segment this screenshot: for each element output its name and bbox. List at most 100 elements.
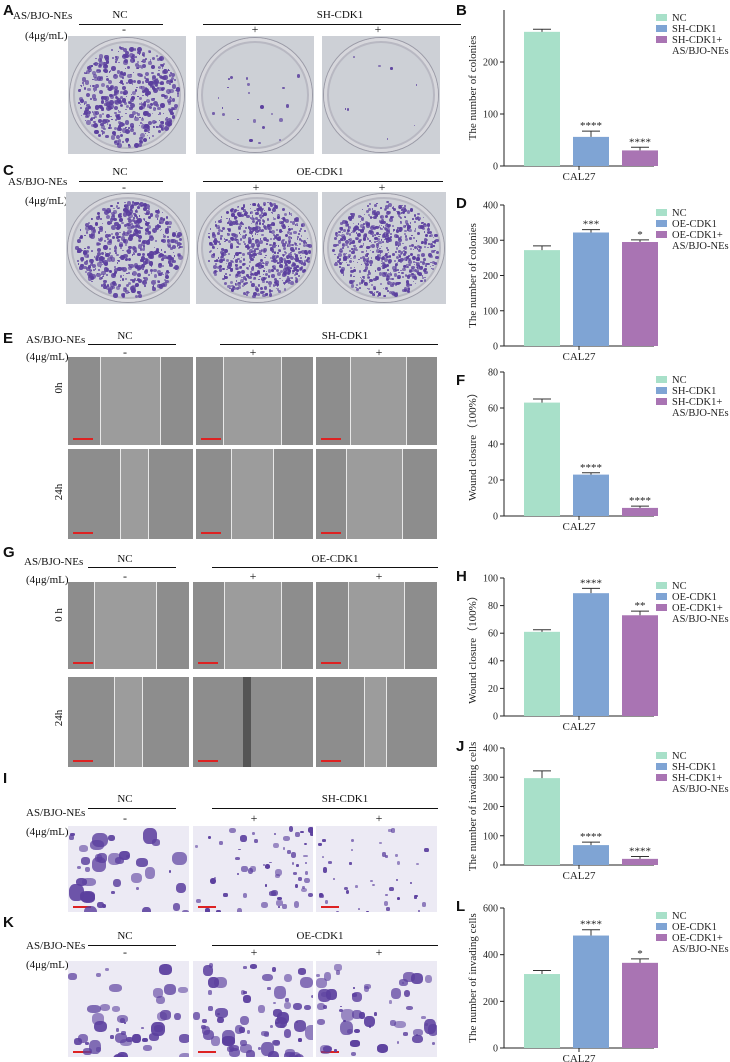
colony-dot <box>400 221 403 224</box>
colony-dot <box>387 268 390 271</box>
colony-dot <box>378 256 382 260</box>
colony-dot <box>395 243 398 247</box>
colony-dot <box>393 268 398 273</box>
colony-dot <box>259 214 261 217</box>
colony-dot <box>265 293 268 296</box>
colony-dot <box>351 215 355 219</box>
colony-dot <box>132 252 135 254</box>
colony-dot <box>95 258 99 261</box>
colony-dot <box>166 239 171 243</box>
colony-dot <box>264 226 267 229</box>
cell-blob <box>142 1037 148 1043</box>
colony-dot <box>288 260 292 264</box>
colony-dot <box>136 252 141 257</box>
colony-dot <box>139 86 143 90</box>
colony-dot <box>143 89 147 93</box>
colony-dot <box>142 90 145 93</box>
colony-dot <box>122 230 126 234</box>
colony-dot <box>256 221 259 224</box>
cell-blob <box>265 884 268 887</box>
colony-dot <box>125 258 128 261</box>
colony-dot <box>283 281 286 285</box>
colony-dot <box>95 268 97 270</box>
colony-dot <box>244 282 248 286</box>
colony-dot <box>109 70 112 73</box>
colony-dot <box>245 244 249 249</box>
colony-dot <box>366 255 369 257</box>
legend-label: SH-CDK1 <box>672 762 716 773</box>
colony-dot <box>362 229 365 232</box>
colony-dot <box>117 259 121 263</box>
colony-dot <box>180 243 182 245</box>
colony-dot <box>254 216 259 221</box>
cell-blob <box>97 902 104 909</box>
colony-dot <box>224 240 226 243</box>
y-tick-label: 200 <box>483 271 498 282</box>
colony-dot <box>171 84 177 89</box>
colony-dot <box>141 81 145 84</box>
colony-dot <box>295 217 299 222</box>
cell-blob <box>376 1043 389 1053</box>
colony-dot <box>378 235 381 238</box>
colony-dot <box>106 76 108 78</box>
colony-dot <box>119 70 124 75</box>
colony-dot <box>278 229 283 233</box>
cell-blob <box>69 884 84 902</box>
colony-dot <box>301 223 305 228</box>
colony-dot <box>270 203 274 207</box>
colony-dot <box>386 138 389 140</box>
colony-dot <box>249 272 253 276</box>
colony-dot <box>386 240 389 243</box>
colony-dot <box>336 256 340 259</box>
colony-dot <box>239 265 243 269</box>
plus-sign: + <box>250 945 258 959</box>
colony-dot <box>165 279 169 283</box>
colony-dot <box>78 263 80 265</box>
colony-dot <box>264 257 266 259</box>
colony-dot <box>271 256 276 260</box>
colony-dot <box>137 218 142 223</box>
colony-dot <box>82 266 85 269</box>
colony-dot <box>411 234 413 236</box>
colony-dot <box>356 233 361 237</box>
colony-dot <box>234 259 239 263</box>
colony-dot <box>132 219 136 223</box>
colony-dot <box>97 119 102 124</box>
colony-dot <box>394 241 399 246</box>
colony-dot <box>229 75 233 80</box>
group-header-nc: NC <box>117 793 133 805</box>
colony-dot <box>426 223 431 227</box>
colony-dot <box>115 285 120 290</box>
colony-dot <box>299 254 302 257</box>
colony-dot <box>233 286 235 289</box>
colony-dot <box>85 231 89 234</box>
colony-dot <box>237 118 239 121</box>
panel-letter-g: G <box>3 544 15 561</box>
colony-dot <box>395 210 398 213</box>
colony-dot <box>126 95 128 97</box>
colony-dot <box>80 257 85 262</box>
colony-dot <box>422 227 426 231</box>
cell-blob <box>293 1019 307 1032</box>
colony-dot <box>296 219 299 223</box>
colony-dot <box>417 272 420 275</box>
colony-dot <box>114 118 117 121</box>
cell-blob <box>343 1019 346 1023</box>
colony-dot <box>217 265 221 270</box>
colony-dot <box>100 100 105 105</box>
colony-dot <box>404 273 407 277</box>
colony-dot <box>338 266 341 269</box>
plus-sign: + <box>375 569 383 583</box>
colony-dot <box>276 216 280 220</box>
colony-dot <box>261 265 264 268</box>
colony-dot <box>348 280 353 285</box>
colony-dot <box>170 111 174 116</box>
colony-dot <box>92 78 94 81</box>
colony-dot <box>171 73 176 78</box>
colony-dot <box>342 237 345 240</box>
colony-dot <box>300 266 303 269</box>
colony-dot <box>307 257 310 260</box>
significance-label: **** <box>629 495 651 507</box>
colony-dot <box>84 251 87 255</box>
colony-dot <box>124 201 126 203</box>
